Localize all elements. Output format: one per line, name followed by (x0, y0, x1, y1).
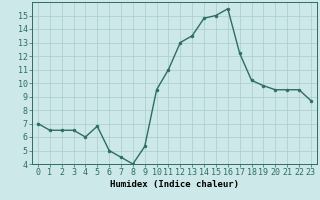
X-axis label: Humidex (Indice chaleur): Humidex (Indice chaleur) (110, 180, 239, 189)
